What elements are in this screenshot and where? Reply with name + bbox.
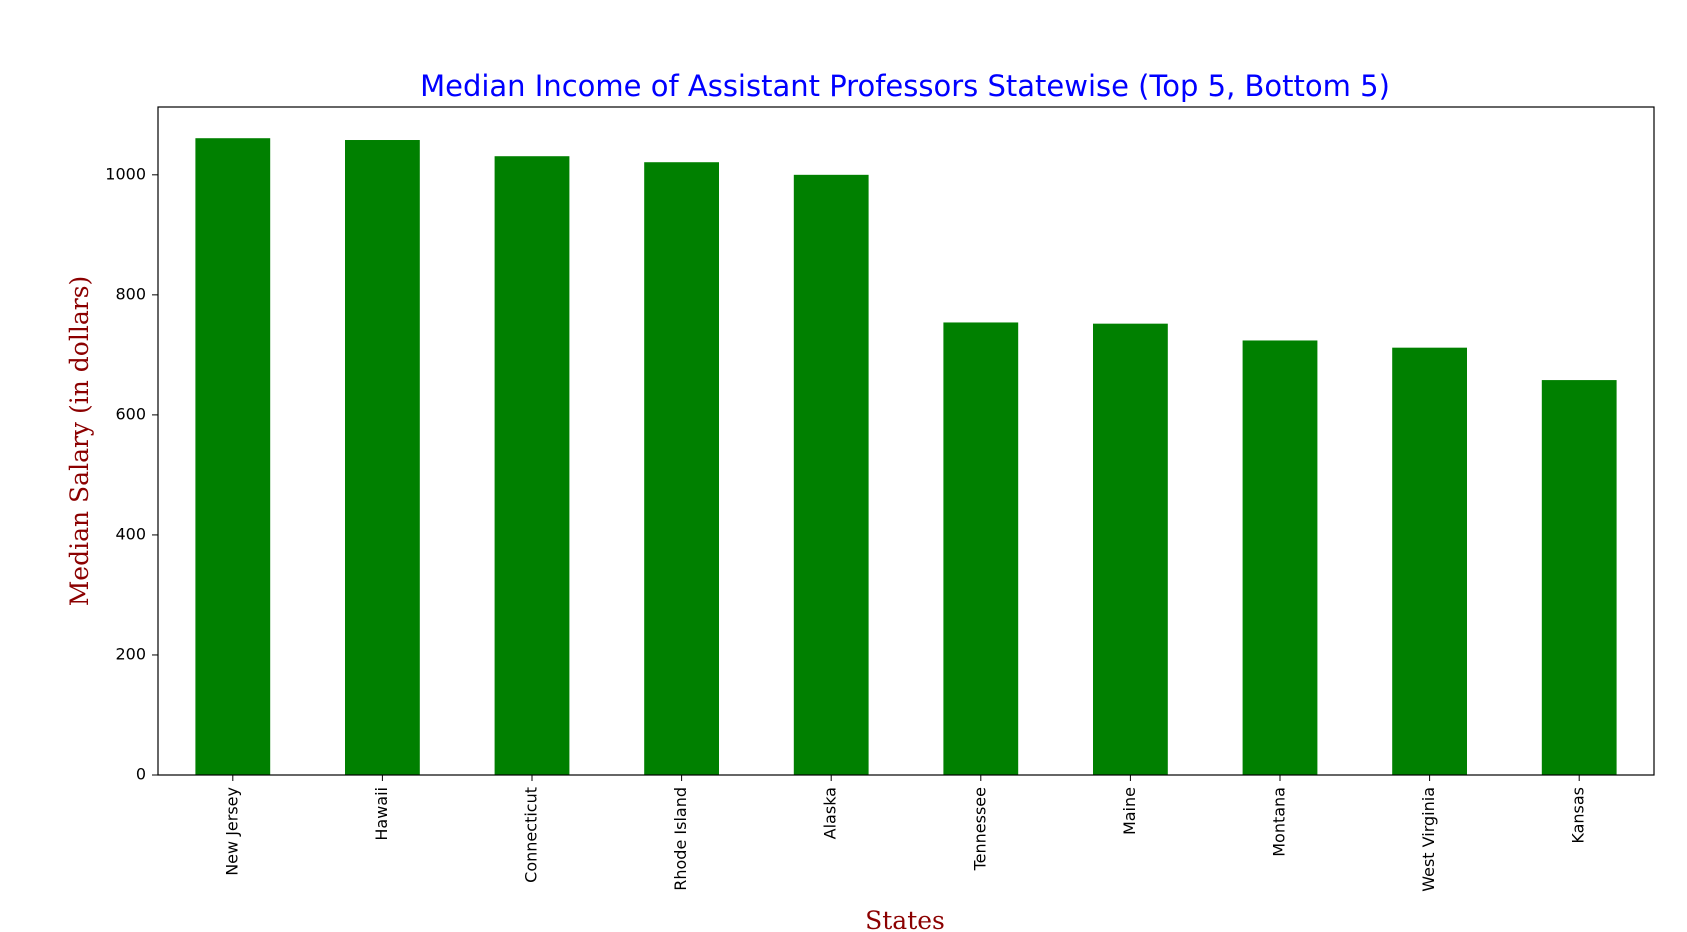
bars-group (195, 138, 1617, 776)
x-tick-label: Hawaii (372, 787, 391, 841)
x-tick-label: Rhode Island (671, 787, 690, 891)
x-axis-ticks: New Jersey Hawaii Connecticut Rhode Island A… (222, 775, 1588, 892)
chart-title: Median Income of Assistant Professors St… (420, 69, 1390, 103)
x-tick-label: Kansas (1569, 787, 1588, 844)
bar-rhode-island (644, 162, 719, 775)
x-tick-label: Tennessee (970, 787, 989, 871)
x-tick-label: West Virginia (1419, 787, 1438, 892)
x-tick-label: Connecticut (522, 787, 541, 883)
y-tick-label: 1000 (105, 164, 146, 183)
bar-new-jersey (195, 138, 271, 775)
y-tick-label: 200 (115, 644, 146, 663)
plot-frame (157, 106, 1655, 776)
bar-tennessee (943, 322, 1019, 775)
bar-kansas (1541, 380, 1617, 775)
y-axis-label: Median Salary (in dollars) (65, 276, 94, 607)
bar-montana (1242, 340, 1318, 775)
bar-west-virginia (1392, 347, 1467, 775)
x-tick-label: Alaska (821, 787, 840, 839)
x-tick-label: New Jersey (222, 787, 241, 876)
bar-maine (1093, 323, 1168, 775)
y-tick-label: 400 (115, 524, 146, 543)
y-tick-label: 600 (115, 404, 146, 423)
y-tick-label: 800 (115, 284, 146, 303)
bar-hawaii (345, 140, 420, 775)
y-tick-label: 0 (136, 765, 146, 784)
y-axis-ticks: 0 200 400 600 800 1000 (105, 164, 158, 784)
bar-connecticut (494, 156, 570, 776)
x-axis-label: States (865, 906, 945, 932)
x-tick-label: Montana (1270, 787, 1289, 857)
x-tick-label: Maine (1120, 787, 1139, 835)
bar-alaska (793, 174, 869, 775)
